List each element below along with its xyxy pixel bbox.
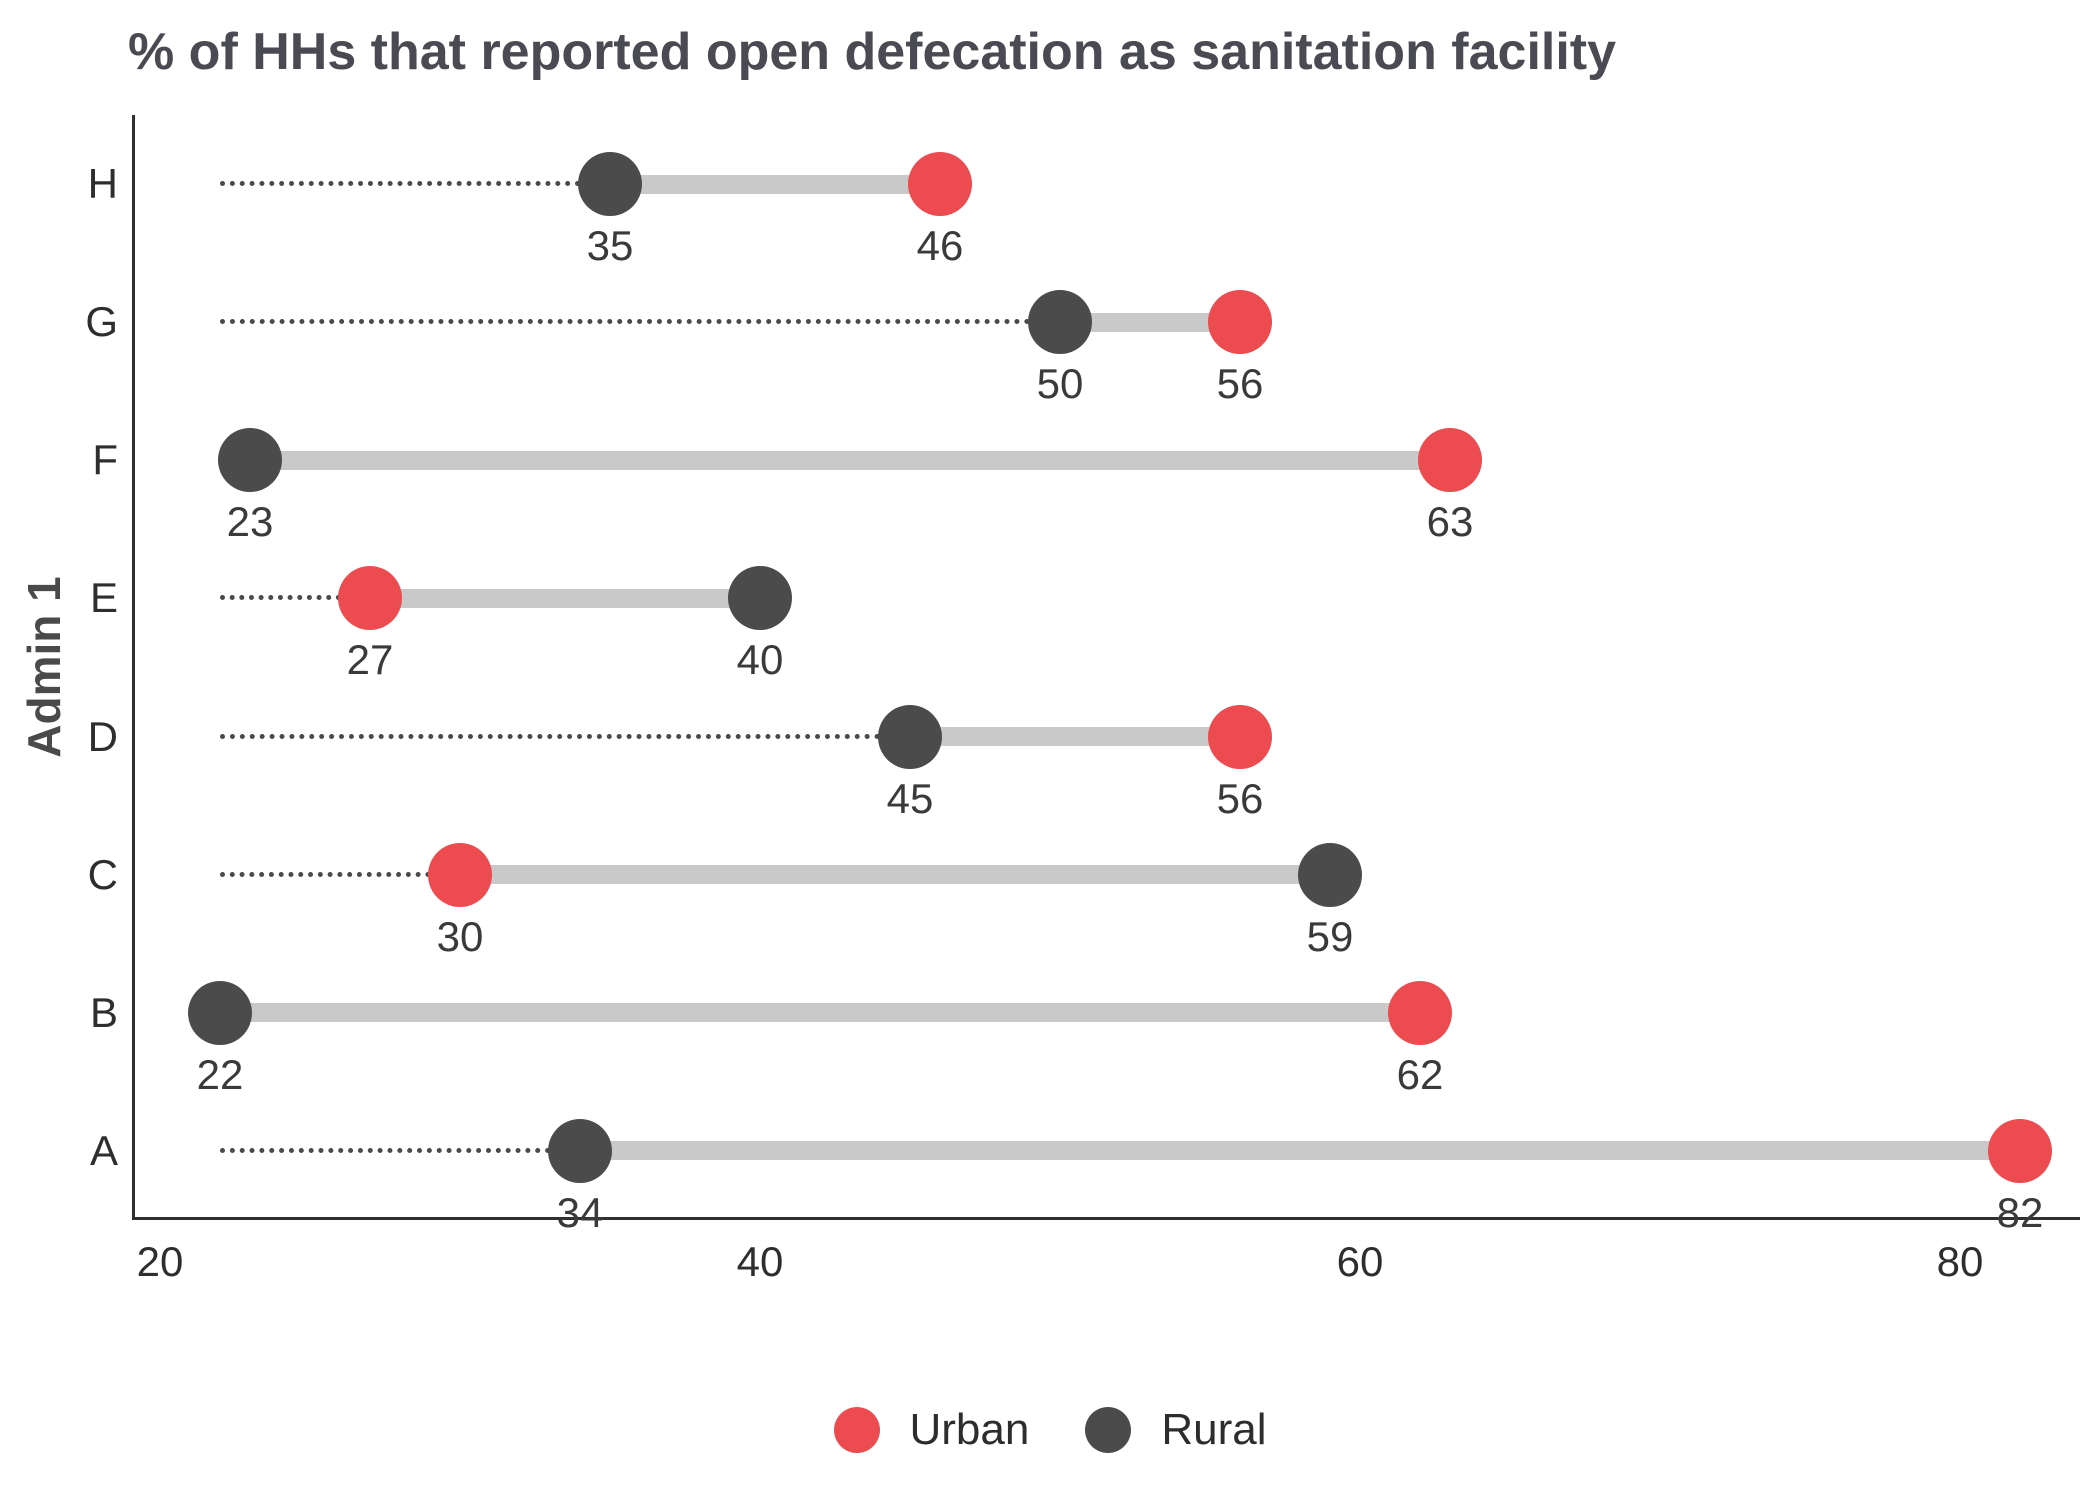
x-tick-label-60: 60 bbox=[1336, 1238, 1384, 1285]
y-tick-label-D: D bbox=[87, 712, 118, 760]
y-tick-label-H: H bbox=[87, 160, 118, 208]
connector-A bbox=[580, 1141, 2020, 1161]
connector-C bbox=[460, 865, 1330, 885]
y-tick-label-G: G bbox=[85, 298, 118, 346]
leader-line-E bbox=[220, 595, 370, 601]
dot-urban-F bbox=[1418, 428, 1482, 493]
value-label-rural-B: 22 bbox=[196, 1050, 244, 1098]
value-label-rural-E: 40 bbox=[736, 636, 784, 684]
dot-rural-F bbox=[218, 428, 282, 493]
dot-rural-H bbox=[578, 152, 642, 217]
dot-rural-D bbox=[878, 704, 942, 769]
dot-rural-B bbox=[188, 980, 252, 1045]
value-label-rural-C: 59 bbox=[1306, 912, 1354, 960]
value-label-urban-F: 63 bbox=[1426, 498, 1474, 546]
legend-item-rural: Rural bbox=[1085, 1405, 1267, 1455]
dot-urban-H bbox=[908, 152, 972, 217]
connector-D bbox=[910, 727, 1240, 747]
value-label-rural-F: 23 bbox=[226, 498, 274, 546]
legend: Urban Rural bbox=[0, 1405, 2100, 1455]
legend-label-rural: Rural bbox=[1161, 1405, 1267, 1454]
y-tick-label-F: F bbox=[92, 436, 118, 484]
y-tick-label-A: A bbox=[89, 1126, 118, 1174]
dot-urban-C bbox=[428, 842, 492, 907]
leader-line-C bbox=[220, 871, 460, 877]
connector-G bbox=[1060, 312, 1240, 332]
connector-F bbox=[250, 450, 1450, 470]
leader-line-D bbox=[220, 733, 910, 739]
legend-dot-rural bbox=[1085, 1407, 1132, 1453]
value-label-urban-D: 56 bbox=[1216, 774, 1264, 822]
value-label-rural-G: 50 bbox=[1036, 360, 1084, 408]
dot-urban-D bbox=[1208, 704, 1272, 769]
leader-line-H bbox=[220, 181, 610, 187]
dot-rural-E bbox=[728, 566, 792, 631]
value-label-urban-G: 56 bbox=[1216, 360, 1264, 408]
y-tick-label-B: B bbox=[89, 988, 118, 1036]
value-label-urban-H: 46 bbox=[916, 222, 964, 270]
value-label-urban-A: 82 bbox=[1996, 1188, 2044, 1236]
leader-line-A bbox=[220, 1147, 580, 1153]
dot-urban-B bbox=[1388, 980, 1452, 1045]
dot-urban-G bbox=[1208, 290, 1272, 355]
y-tick-label-E: E bbox=[89, 574, 118, 622]
value-label-rural-D: 45 bbox=[886, 774, 934, 822]
value-label-rural-H: 35 bbox=[586, 222, 634, 270]
connector-E bbox=[370, 588, 760, 608]
value-label-urban-C: 30 bbox=[436, 912, 484, 960]
legend-dot-urban bbox=[833, 1407, 880, 1453]
x-tick-label-20: 20 bbox=[136, 1238, 184, 1285]
dot-urban-E bbox=[338, 566, 402, 631]
value-label-urban-B: 62 bbox=[1396, 1050, 1444, 1098]
y-tick-label-C: C bbox=[87, 850, 118, 898]
chart-title: % of HHs that reported open defecation a… bbox=[128, 23, 1617, 81]
plot-area bbox=[132, 115, 2080, 1220]
legend-label-urban: Urban bbox=[909, 1405, 1030, 1454]
dot-rural-A bbox=[548, 1118, 612, 1183]
value-label-rural-A: 34 bbox=[556, 1188, 604, 1236]
connector-B bbox=[220, 1003, 1420, 1023]
dot-rural-C bbox=[1298, 842, 1362, 907]
x-tick-label-40: 40 bbox=[736, 1238, 784, 1285]
leader-line-G bbox=[220, 319, 1060, 325]
dot-rural-G bbox=[1028, 290, 1092, 355]
dot-urban-A bbox=[1988, 1118, 2052, 1183]
connector-H bbox=[610, 174, 940, 194]
x-tick-label-80: 80 bbox=[1936, 1238, 1984, 1285]
value-label-urban-E: 27 bbox=[346, 636, 394, 684]
legend-item-urban: Urban bbox=[833, 1405, 1030, 1455]
